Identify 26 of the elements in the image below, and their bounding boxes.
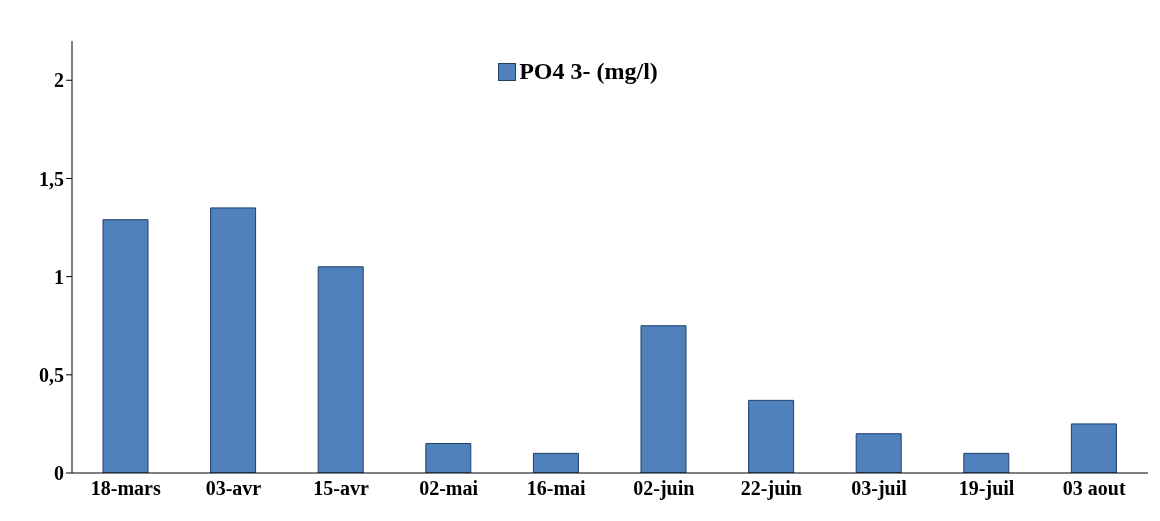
x-tick-label: 15-avr: [313, 477, 369, 500]
y-tick-label: 1: [54, 265, 64, 288]
bar: [963, 452, 1010, 473]
bar: [855, 433, 902, 473]
bar: [210, 207, 257, 473]
x-tick-label: 03-avr: [205, 477, 262, 500]
bar: [425, 443, 472, 473]
bar: [640, 325, 687, 473]
x-tick-label: 03 aout: [1062, 477, 1126, 500]
x-tick-label: 16-mai: [526, 477, 587, 500]
x-tick-label: 02-mai: [419, 477, 479, 500]
bar: [102, 219, 149, 473]
x-tick-label: 19-juil: [958, 477, 1015, 501]
bar: [748, 399, 795, 473]
bar: [317, 266, 364, 473]
bar: [1070, 423, 1117, 473]
x-tick-label: 03-juil: [851, 477, 908, 501]
x-tick-label: 18-mars: [90, 477, 162, 500]
y-tick-label: 0,5: [39, 363, 64, 386]
x-tick-label: 02-juin: [633, 477, 695, 501]
bar: [532, 452, 579, 473]
x-tick-label: 22-juin: [740, 477, 802, 501]
y-tick-label: 1,5: [39, 167, 64, 190]
y-tick-label: 0: [54, 462, 64, 485]
legend-label: PO4 3- (mg/l): [518, 58, 658, 85]
y-tick-label: 2: [54, 69, 64, 92]
